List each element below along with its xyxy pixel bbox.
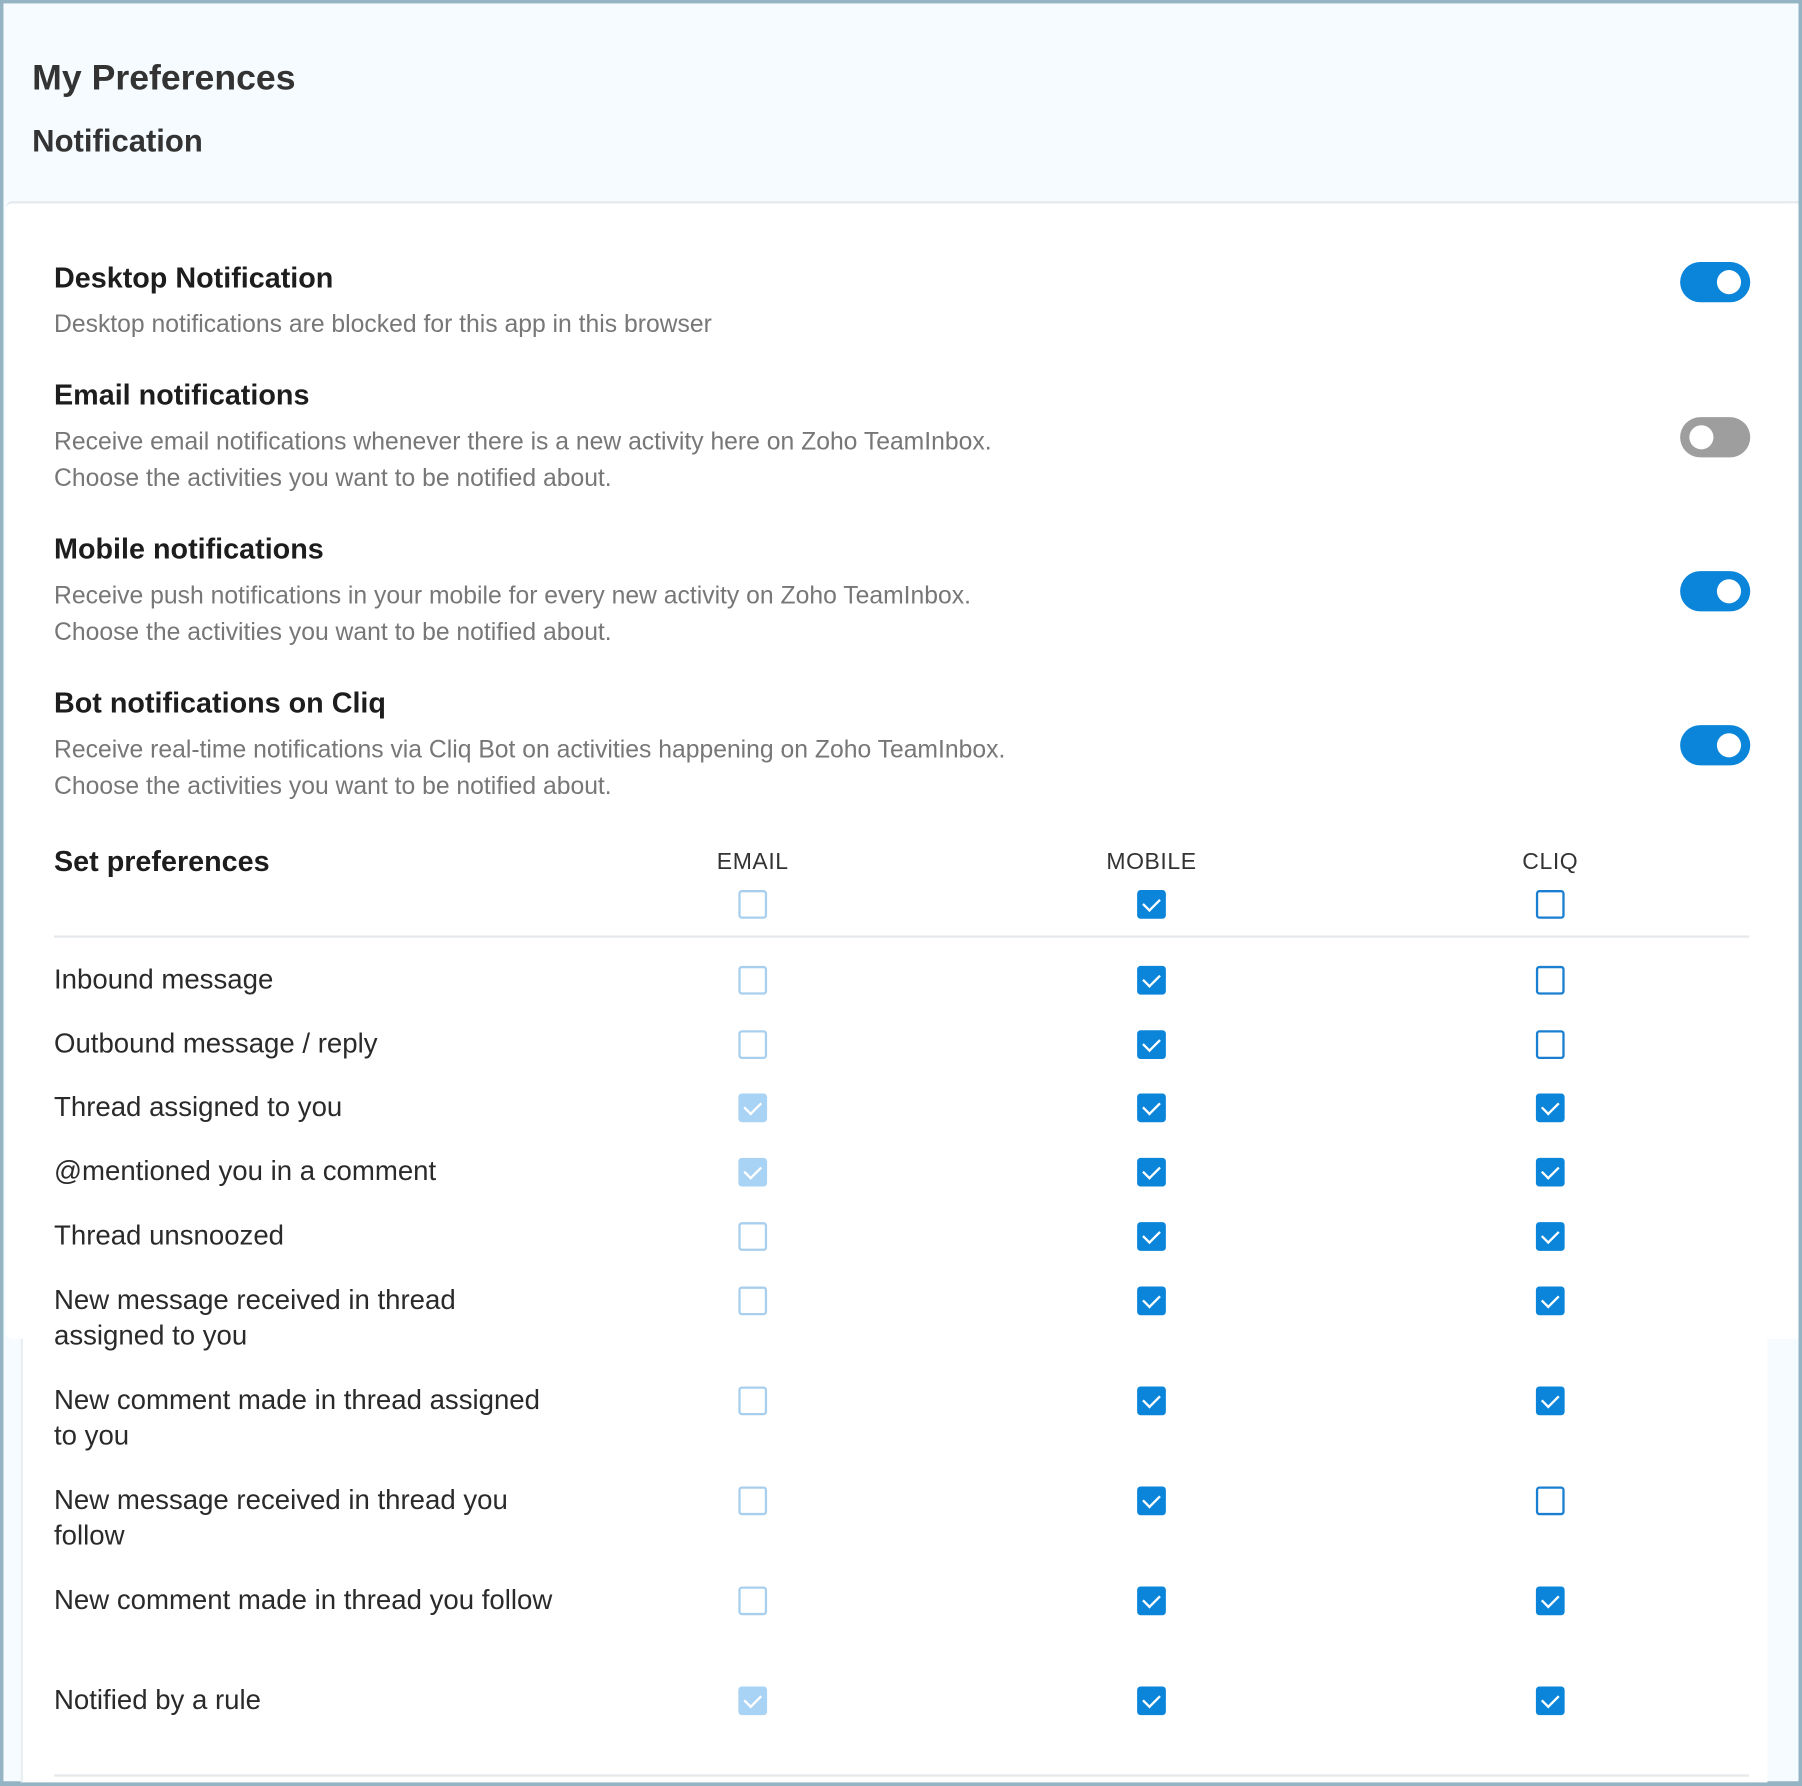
cliq-checkbox[interactable] <box>1535 1222 1565 1251</box>
email-notification-description: Choose the activities you want to be not… <box>54 464 612 492</box>
desktop-notification-toggle[interactable] <box>1680 262 1751 303</box>
settings-card-continued <box>20 1338 1768 1783</box>
mobile-notification-description: Choose the activities you want to be not… <box>54 618 612 646</box>
email-checkbox[interactable] <box>738 1586 768 1616</box>
mobile-notification-toggle[interactable] <box>1680 571 1751 612</box>
preference-row-label: @mentioned you in a comment <box>54 1156 437 1188</box>
preference-row-label: New message received in thread you follo… <box>54 1484 508 1552</box>
email-checkbox[interactable] <box>738 1030 768 1059</box>
email-notification-toggle[interactable] <box>1680 417 1751 458</box>
section-title: Notification <box>32 124 203 159</box>
mobile-checkbox[interactable] <box>1137 1093 1166 1123</box>
preference-row-label: Thread assigned to you <box>54 1091 343 1123</box>
cliq-notification-description: Choose the activities you want to be not… <box>54 772 612 800</box>
cliq-notification-title: Bot notifications on Cliq <box>54 687 386 720</box>
email-checkbox <box>738 1157 768 1187</box>
email-checkbox <box>738 1093 768 1123</box>
cliq-checkbox[interactable] <box>1535 965 1565 995</box>
mobile-notification-description: Receive push notifications in your mobil… <box>54 581 971 610</box>
toggle-knob <box>1716 270 1742 295</box>
cliq-checkbox[interactable] <box>1535 1486 1565 1516</box>
email-checkbox[interactable] <box>738 1286 768 1316</box>
toggle-knob <box>1689 425 1714 450</box>
bottom-divider <box>54 1774 1750 1777</box>
column-header-mobile: MOBILE <box>1106 849 1197 875</box>
mobile-checkbox[interactable] <box>1137 1222 1166 1251</box>
email-checkbox[interactable] <box>738 965 768 995</box>
preference-row-label: New comment made in thread you follow <box>54 1584 553 1616</box>
cliq-notification-toggle[interactable] <box>1680 725 1751 766</box>
preference-row-label: Inbound message <box>54 964 274 996</box>
mobile-checkbox[interactable] <box>1137 1486 1166 1516</box>
mobile-checkbox[interactable] <box>1137 1030 1166 1059</box>
select-all-email-checkbox[interactable] <box>738 890 768 919</box>
preference-row-label: New message received in thread assigned … <box>54 1284 456 1352</box>
cliq-notification-description: Receive real-time notifications via Cliq… <box>54 735 1006 764</box>
toggle-knob <box>1716 579 1742 604</box>
column-header-cliq: CLIQ <box>1522 849 1579 875</box>
preference-row-label: New comment made in thread assigned to y… <box>54 1384 540 1452</box>
email-checkbox[interactable] <box>738 1222 768 1251</box>
email-notification-title: Email notifications <box>54 379 310 412</box>
toggle-knob <box>1716 733 1742 758</box>
mobile-checkbox[interactable] <box>1137 965 1166 995</box>
email-notification-description: Receive email notifications whenever the… <box>54 427 992 456</box>
cliq-checkbox[interactable] <box>1535 1286 1565 1316</box>
header-divider <box>54 935 1750 938</box>
desktop-notification-title: Desktop Notification <box>54 262 334 295</box>
mobile-checkbox[interactable] <box>1137 1686 1166 1716</box>
email-checkbox[interactable] <box>738 1386 768 1416</box>
select-all-mobile-checkbox[interactable] <box>1137 890 1166 919</box>
email-checkbox[interactable] <box>738 1486 768 1516</box>
mobile-checkbox[interactable] <box>1137 1157 1166 1187</box>
mobile-checkbox[interactable] <box>1137 1386 1166 1416</box>
settings-card <box>5 201 1799 1339</box>
preference-row-label: Notified by a rule <box>54 1684 261 1716</box>
preference-row-label: Outbound message / reply <box>54 1028 378 1060</box>
mobile-notification-title: Mobile notifications <box>54 533 324 566</box>
set-preferences-title: Set preferences <box>54 845 270 878</box>
desktop-notification-description: Desktop notifications are blocked for th… <box>54 310 712 338</box>
preference-row-label: Thread unsnoozed <box>54 1220 285 1252</box>
page-title: My Preferences <box>32 57 296 98</box>
column-header-email: EMAIL <box>716 849 789 875</box>
cliq-checkbox[interactable] <box>1535 1030 1565 1059</box>
cliq-checkbox[interactable] <box>1535 1157 1565 1187</box>
cliq-checkbox[interactable] <box>1535 1586 1565 1616</box>
select-all-cliq-checkbox[interactable] <box>1535 890 1565 919</box>
email-checkbox <box>738 1686 768 1716</box>
mobile-checkbox[interactable] <box>1137 1286 1166 1316</box>
mobile-checkbox[interactable] <box>1137 1586 1166 1616</box>
cliq-checkbox[interactable] <box>1535 1093 1565 1123</box>
cliq-checkbox[interactable] <box>1535 1686 1565 1716</box>
cliq-checkbox[interactable] <box>1535 1386 1565 1416</box>
